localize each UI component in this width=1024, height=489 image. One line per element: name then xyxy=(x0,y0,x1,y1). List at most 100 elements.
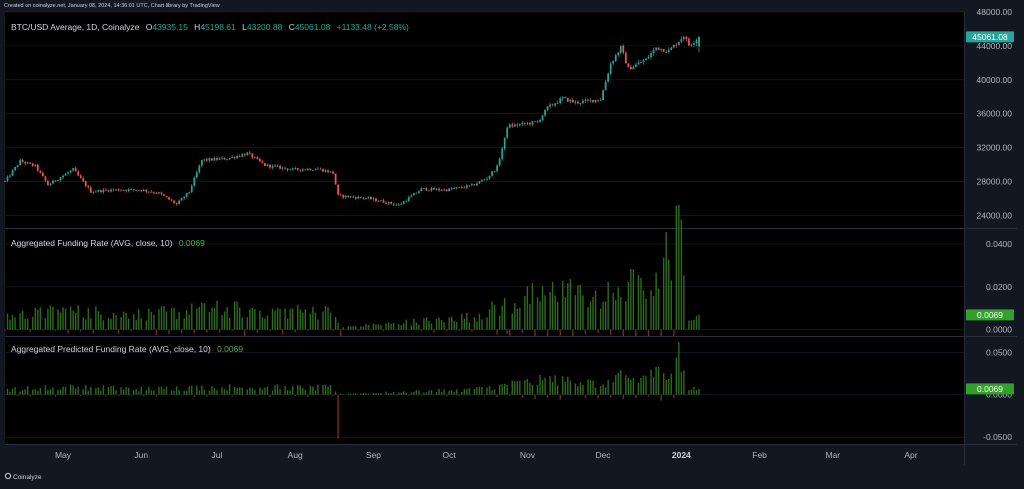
candle xyxy=(357,195,360,200)
candle xyxy=(135,189,138,192)
candle xyxy=(246,151,249,156)
candle xyxy=(238,154,241,158)
candle xyxy=(72,167,75,172)
candle xyxy=(569,99,572,104)
predicted-pane[interactable]: Aggregated Predicted Funding Rate (AVG, … xyxy=(4,337,1014,444)
candle-body xyxy=(79,175,82,179)
candle xyxy=(599,97,602,101)
candle-body xyxy=(415,192,418,194)
candle-body xyxy=(163,194,165,196)
funding-tick-label: 0.0400 xyxy=(986,239,1012,249)
candle xyxy=(491,170,493,178)
candle-body xyxy=(231,156,234,158)
candle xyxy=(518,123,521,127)
time-tick-label: Jun xyxy=(134,450,148,460)
candle xyxy=(503,137,506,151)
candle xyxy=(463,185,466,189)
candle xyxy=(125,189,128,193)
candle-body xyxy=(453,188,456,190)
candle xyxy=(425,187,428,192)
candle xyxy=(34,163,37,168)
predicted-tick-label: 0.0500 xyxy=(986,347,1012,357)
candle-body xyxy=(132,189,135,190)
candle xyxy=(145,188,148,194)
price-axis[interactable]: 48000.00 44000.00 40000.00 36000.00 32000.00… xyxy=(977,7,1013,220)
candle xyxy=(554,102,557,108)
candle-body xyxy=(67,172,69,174)
candle-body xyxy=(433,188,435,190)
coinalyze-logo-icon xyxy=(4,472,12,480)
candle xyxy=(637,60,640,65)
candle-body xyxy=(599,100,602,101)
candle-body xyxy=(688,38,690,46)
candle xyxy=(584,97,587,104)
candle-body xyxy=(193,177,196,186)
candle xyxy=(279,164,281,170)
candle-body xyxy=(574,101,577,103)
candle xyxy=(248,150,251,156)
candle xyxy=(582,98,584,105)
candle-body xyxy=(158,192,160,194)
time-tick-label: Dec xyxy=(596,450,612,460)
candle-body xyxy=(463,187,466,189)
candle xyxy=(587,98,589,103)
candle-body xyxy=(597,99,599,101)
candle xyxy=(445,188,448,192)
candle xyxy=(506,126,509,140)
candle xyxy=(460,185,463,189)
candle xyxy=(359,196,362,199)
candle xyxy=(107,189,110,193)
price-pane[interactable]: BTC/USD Average, 1D, Coinalyze O43935.15… xyxy=(4,7,1014,228)
candle xyxy=(501,146,504,161)
candle-body xyxy=(481,180,483,182)
candle xyxy=(294,166,297,170)
candle-body xyxy=(571,99,574,103)
candle xyxy=(660,48,663,53)
candle xyxy=(592,99,594,104)
candle xyxy=(322,168,324,172)
candle-body xyxy=(347,195,350,198)
candle xyxy=(286,168,289,172)
time-axis[interactable]: May Jun Jul Aug Sep Oct Nov Dec 2024 Feb Mar Apr xyxy=(55,450,918,460)
candle xyxy=(327,169,329,173)
candle-body xyxy=(216,158,218,160)
candle-body xyxy=(554,103,557,106)
predicted-axis[interactable]: 0.0500 0.0000 -0.0500 xyxy=(983,347,1012,442)
candle-body xyxy=(31,163,34,166)
candle-body xyxy=(299,169,302,171)
candle xyxy=(526,121,529,125)
funding-tick-label: 0.0000 xyxy=(986,325,1012,335)
candle-body xyxy=(329,171,332,173)
candle xyxy=(397,203,400,206)
funding-axis[interactable]: 0.0400 0.0200 0.0000 xyxy=(986,239,1012,335)
candle xyxy=(19,158,22,166)
candle-body xyxy=(319,168,322,170)
candle xyxy=(682,35,685,42)
candle-body xyxy=(440,190,443,191)
candle xyxy=(428,190,430,192)
funding-tick-label: 0.0200 xyxy=(986,282,1012,292)
candle xyxy=(650,51,652,60)
funding-pane[interactable]: Aggregated Funding Rate (AVG, close, 10)… xyxy=(4,204,1014,351)
candle-body xyxy=(175,203,178,205)
candle-body xyxy=(513,124,516,127)
candle-body xyxy=(470,184,473,186)
candle-body xyxy=(418,191,420,193)
price-pane-background xyxy=(5,12,964,228)
candle xyxy=(670,46,673,51)
candle-body xyxy=(670,47,673,50)
candle xyxy=(665,50,668,54)
candle xyxy=(4,180,6,183)
candle xyxy=(52,179,54,184)
candle xyxy=(551,103,554,107)
candle xyxy=(79,174,82,179)
candle-body xyxy=(332,171,334,174)
candle xyxy=(433,186,435,190)
candle xyxy=(14,166,16,172)
candle-body xyxy=(264,163,266,167)
candle-body xyxy=(357,196,360,199)
candle-body xyxy=(382,200,385,203)
candle xyxy=(223,157,226,160)
